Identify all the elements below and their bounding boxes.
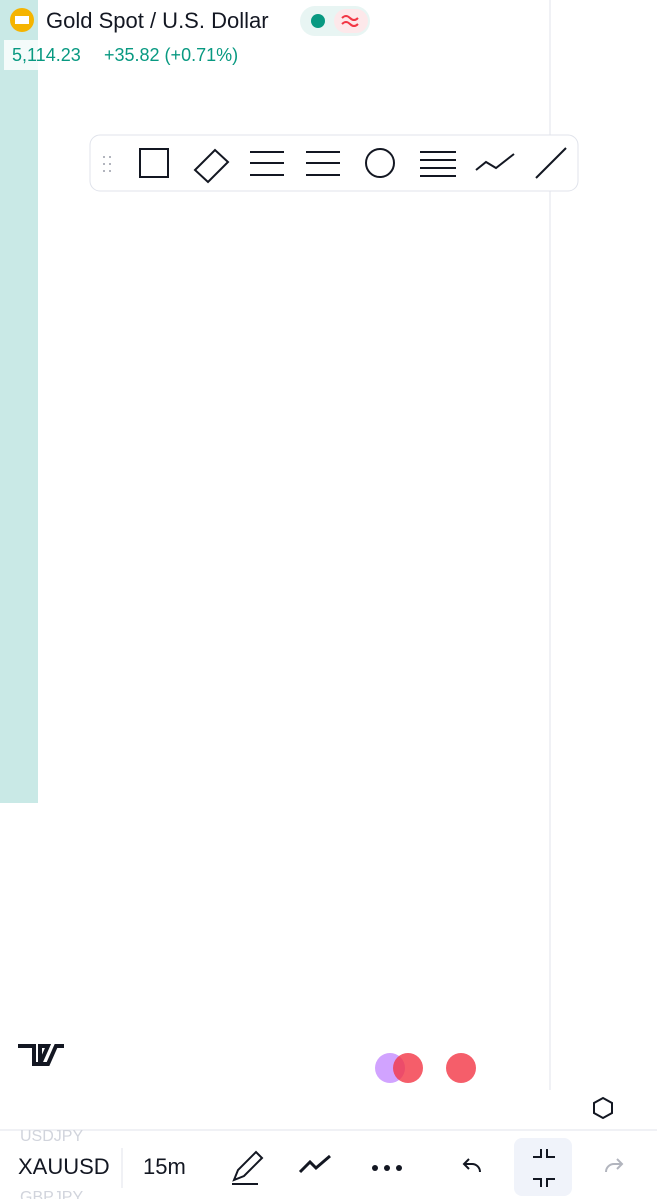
logo-bar xyxy=(15,16,29,24)
price-bg xyxy=(4,40,268,70)
indicators-button[interactable] xyxy=(298,1154,331,1174)
market-open-dot xyxy=(311,14,325,28)
undo-button[interactable] xyxy=(462,1158,481,1173)
more-button[interactable] xyxy=(372,1165,402,1171)
fib-tool[interactable] xyxy=(250,151,284,176)
lines-tool[interactable] xyxy=(420,151,456,177)
settings-icon[interactable] xyxy=(593,1096,613,1120)
tv-logo xyxy=(18,1044,64,1066)
redo-button[interactable] xyxy=(605,1158,624,1173)
symbol-button[interactable]: XAUUSD xyxy=(18,1154,110,1179)
rectangle-tool[interactable] xyxy=(139,148,169,178)
path-tool[interactable] xyxy=(475,153,515,171)
symbol-title: Gold Spot / U.S. Dollar xyxy=(46,8,269,33)
range-shade xyxy=(0,0,38,803)
rotated-rect-tool[interactable] xyxy=(193,148,230,184)
us-event-icon[interactable] xyxy=(446,1053,476,1083)
interval-button[interactable]: 15m xyxy=(143,1154,186,1179)
fullscreen-bg xyxy=(514,1138,572,1196)
delay-pill xyxy=(334,9,368,33)
delay-icon xyxy=(341,15,359,27)
watch-prev[interactable]: USDJPY xyxy=(20,1128,83,1145)
trend-line-tool[interactable] xyxy=(535,147,567,179)
draw-button[interactable] xyxy=(232,1150,264,1185)
circle-tool[interactable] xyxy=(365,148,395,178)
pitchfork-tool[interactable] xyxy=(306,151,340,176)
us-event-icon[interactable] xyxy=(393,1053,423,1083)
last-price: 5,114.23 xyxy=(12,45,81,65)
price-change: +35.82 (+0.71%) xyxy=(104,45,238,65)
watch-next[interactable]: GBPJPY xyxy=(20,1189,83,1199)
drag-handle[interactable] xyxy=(103,156,111,172)
collapse-button[interactable] xyxy=(533,1149,555,1187)
